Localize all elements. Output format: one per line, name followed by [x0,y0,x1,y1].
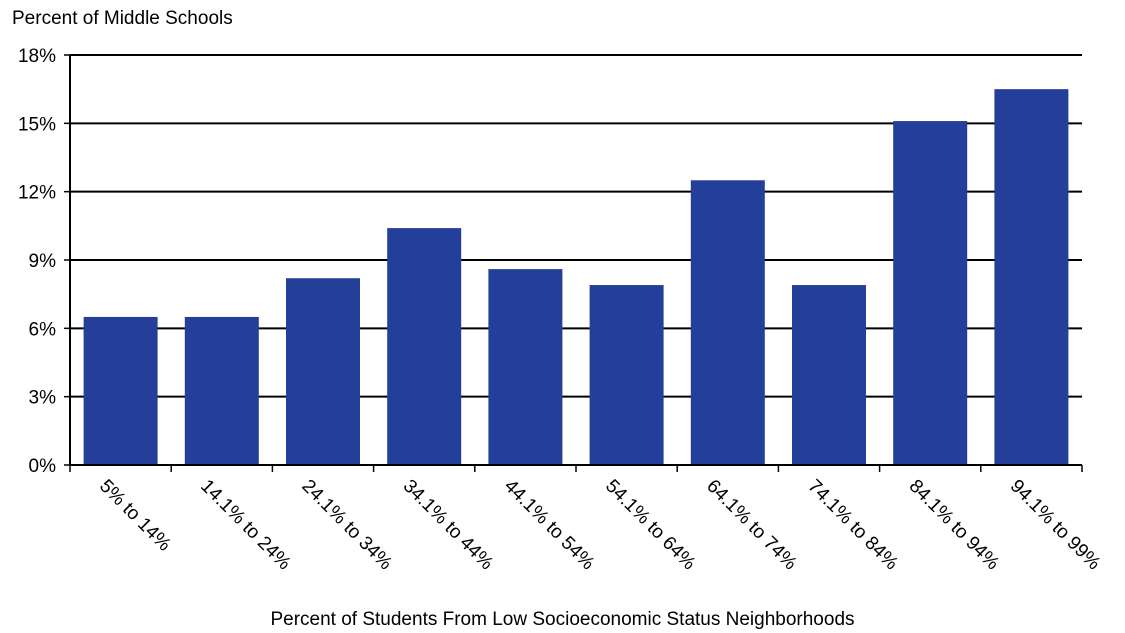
bar [690,180,765,465]
y-tick-label: 15% [18,114,56,135]
x-tick-label: 34.1% to 44% [399,476,498,575]
bar [184,316,259,465]
x-tick-label: 44.1% to 54% [500,476,599,575]
x-tick-label: 84.1% to 94% [905,476,1004,575]
bar [83,316,158,465]
bar [589,285,664,465]
y-tick-label: 6% [29,319,57,340]
y-axis-title: Percent of Middle Schools [12,8,233,29]
x-tick-label: 74.1% to 84% [803,476,902,575]
y-tick-label: 9% [29,251,57,272]
bar [994,89,1069,466]
axes [64,54,1083,472]
y-tick-labels: 0% 3% 6% 9% 12% 15% 18% [18,46,56,477]
x-tick-label: 64.1% to 74% [702,476,801,575]
y-tick-label: 12% [18,183,56,204]
y-tick-label: 3% [29,388,57,409]
bar [286,278,360,465]
x-tick-label: 5% to 14% [95,476,175,556]
bar [792,285,866,465]
x-tick-label: 54.1% to 64% [601,476,700,575]
x-tick-label: 24.1% to 34% [297,476,396,575]
y-tick-label: 0% [29,456,57,477]
bar [893,121,968,466]
x-tick-label: 14.1% to 24% [196,476,295,575]
x-tick-label: 94.1% to 99% [1006,476,1105,575]
bars [83,89,1069,466]
x-axis-title: Percent of Students From Low Socioeconom… [270,609,855,630]
y-tick-label: 18% [18,46,56,67]
bar [387,228,462,465]
x-tick-labels: 5% to 14% 14.1% to 24% 24.1% to 34% 34.1% t… [95,476,1104,575]
bar [488,269,563,465]
